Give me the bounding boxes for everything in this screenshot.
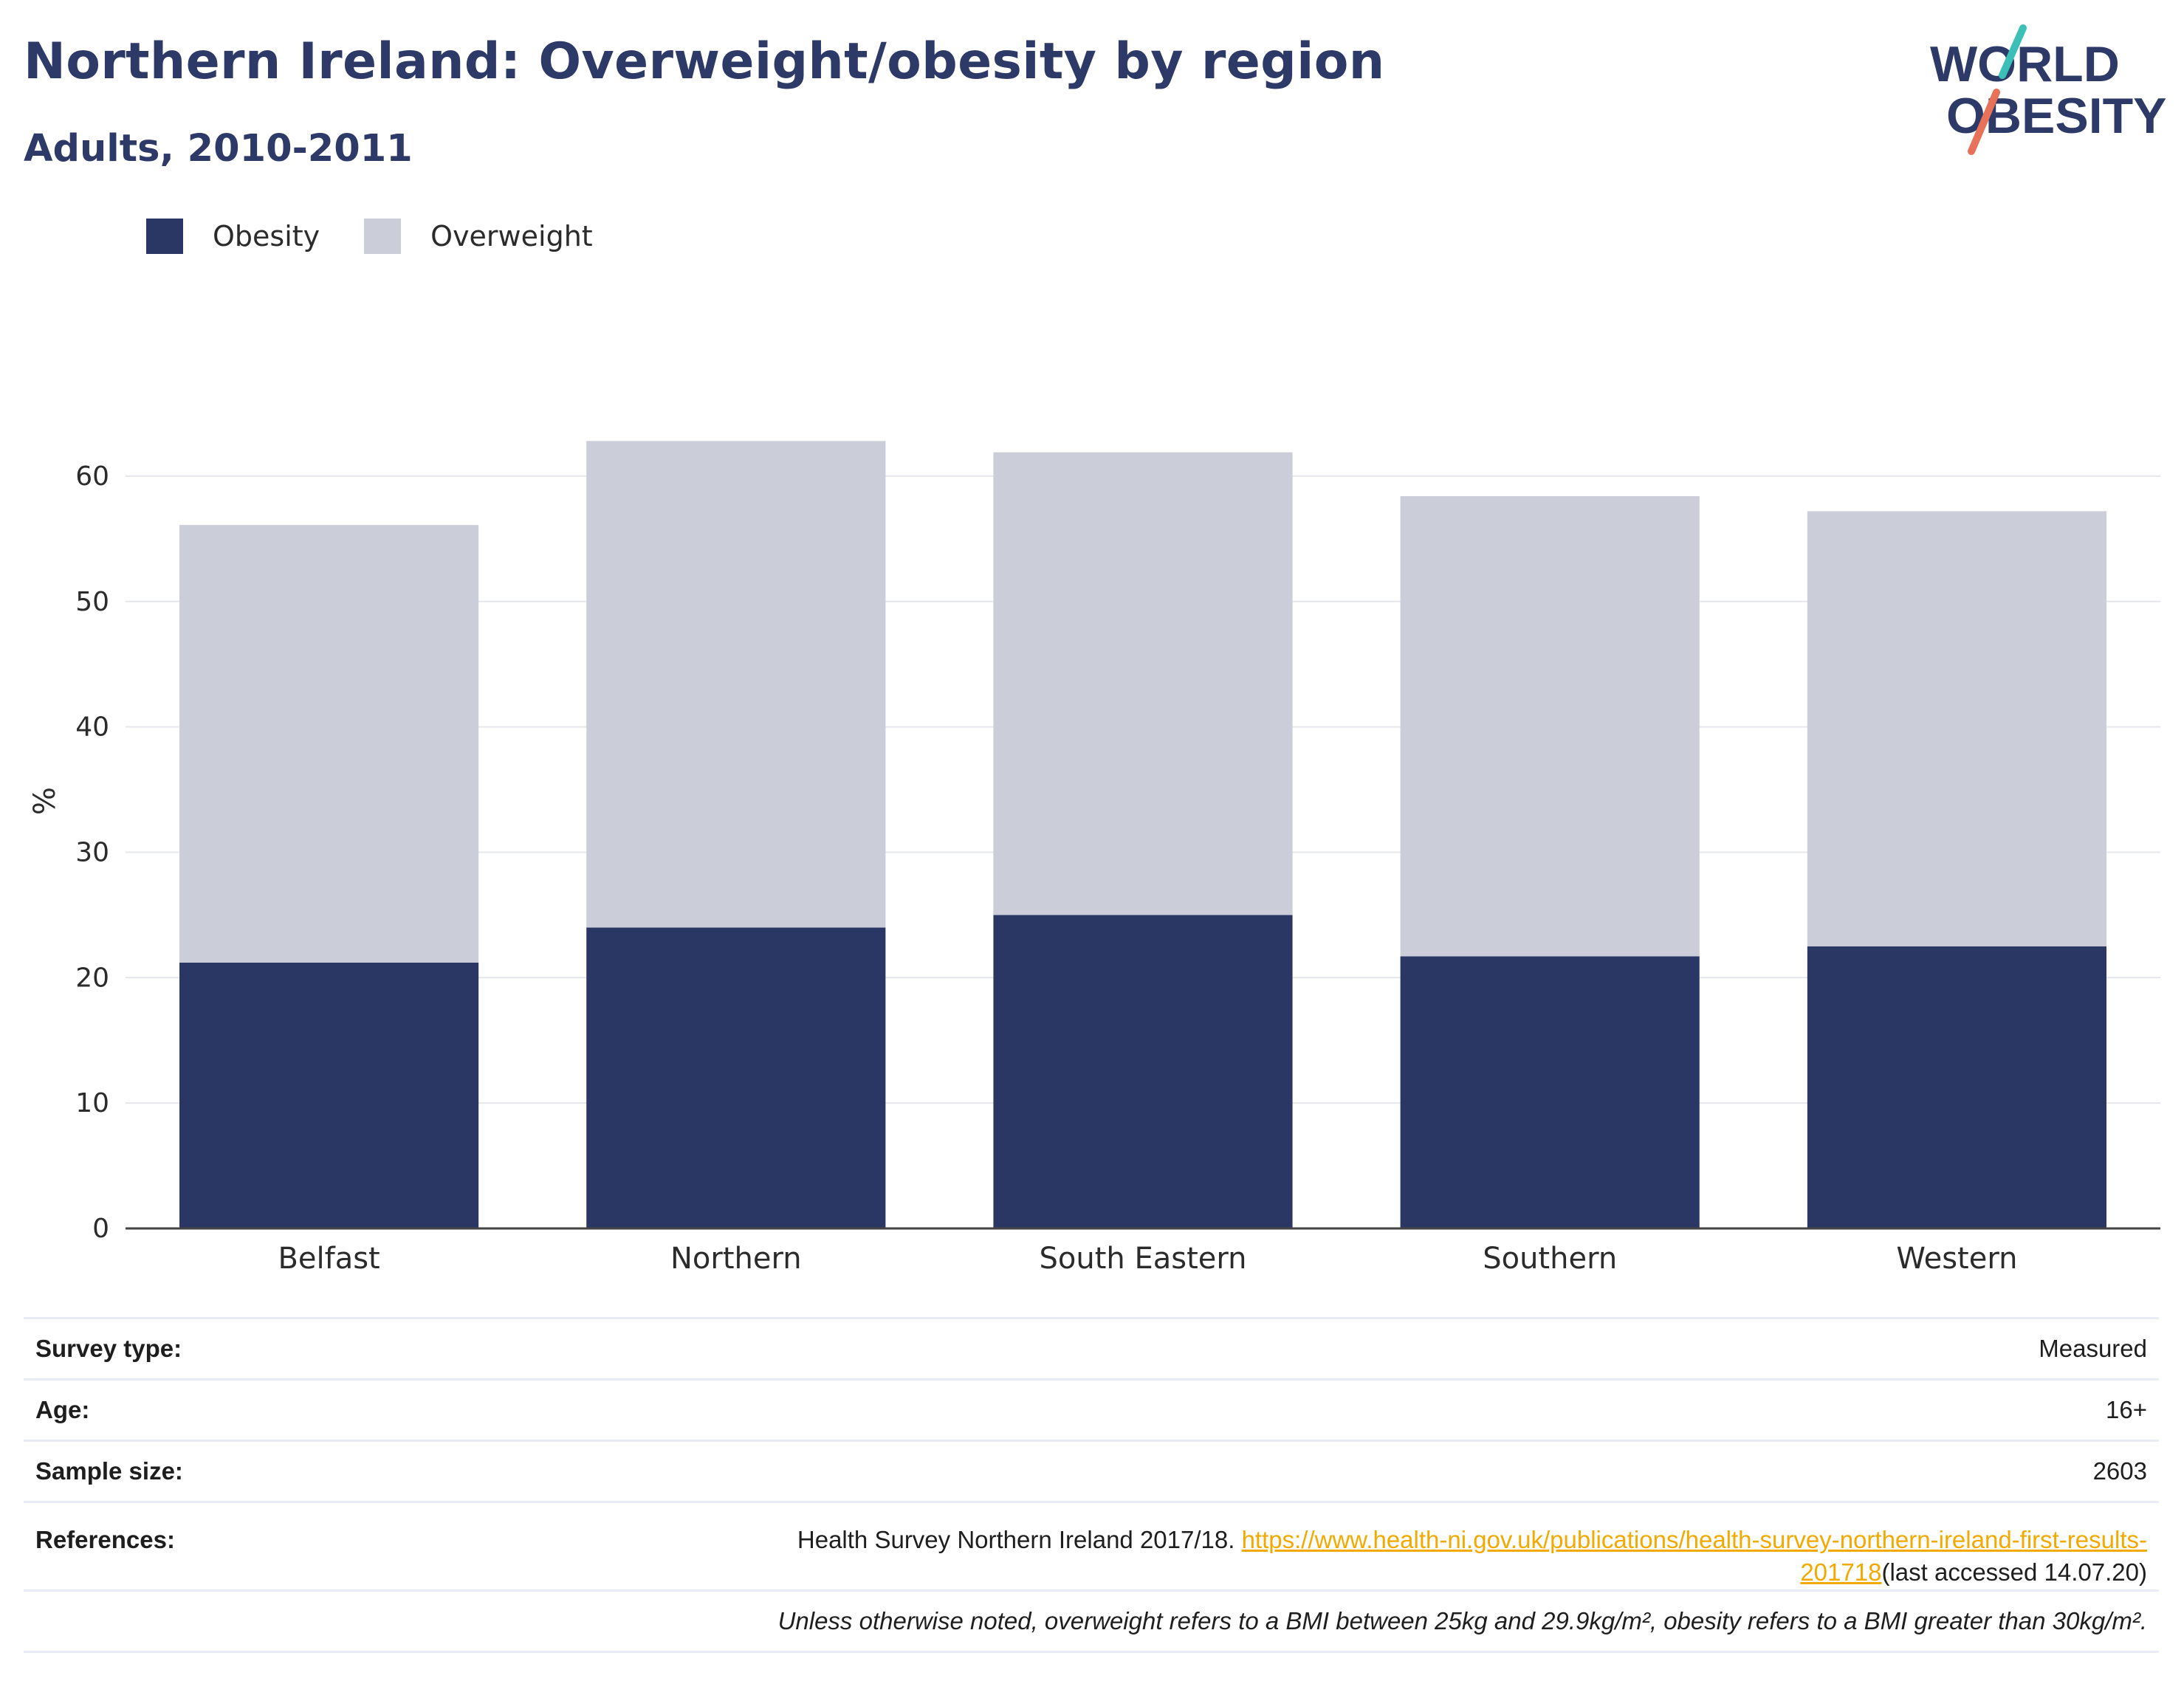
age-label: Age: xyxy=(35,1396,90,1423)
y-axis: 0 10 20 30 40 50 60 xyxy=(75,461,109,1244)
legend-swatch-overweight xyxy=(364,219,402,254)
info-row-sample-size: Sample size: 2603 xyxy=(24,1440,2159,1501)
survey-type-value: Measured xyxy=(2039,1335,2147,1362)
bar-overweight-south-eastern[interactable] xyxy=(993,452,1293,915)
logo-line1: WORLD xyxy=(1930,36,2120,92)
y-tick-label: 30 xyxy=(75,837,109,867)
bar-overweight-western[interactable] xyxy=(1807,511,2106,946)
references-value: Health Survey Northern Ireland 2017/18. … xyxy=(685,1524,2147,1589)
x-tick-label: Western xyxy=(1896,1242,2017,1276)
legend-item-overweight[interactable]: Overweight xyxy=(364,219,593,254)
definition-note: Unless otherwise noted, overweight refer… xyxy=(777,1607,2147,1634)
sample-size-label: Sample size: xyxy=(35,1457,183,1485)
x-tick-label: Belfast xyxy=(278,1242,380,1276)
bar-obesity-belfast[interactable] xyxy=(179,962,479,1228)
references-text: Health Survey Northern Ireland 2017/18. xyxy=(797,1526,1242,1553)
survey-type-label: Survey type: xyxy=(35,1335,182,1362)
y-tick-label: 50 xyxy=(75,587,109,617)
bar-obesity-southern[interactable] xyxy=(1400,956,1700,1228)
references-link[interactable]: https://www.health-ni.gov.uk/publication… xyxy=(1241,1526,2147,1586)
y-tick-label: 60 xyxy=(75,461,109,492)
references-label: References: xyxy=(35,1526,175,1553)
y-tick-label: 20 xyxy=(75,963,109,993)
chart-title: Northern Ireland: Overweight/obesity by … xyxy=(24,32,1385,91)
legend-label-overweight: Overweight xyxy=(430,220,593,252)
y-tick-label: 10 xyxy=(75,1088,109,1118)
bar-obesity-south-eastern[interactable] xyxy=(993,915,1293,1228)
age-value: 16+ xyxy=(2106,1396,2147,1423)
sample-size-value: 2603 xyxy=(2092,1457,2147,1485)
bar-overweight-belfast[interactable] xyxy=(179,525,479,963)
legend-item-obesity[interactable]: Obesity xyxy=(146,219,320,254)
info-row-references: References: Health Survey Northern Irela… xyxy=(24,1501,2159,1589)
stacked-bar-chart: 0 10 20 30 40 50 60 Belfast Northern South Easte… xyxy=(28,441,2160,1276)
logo-slash-coral xyxy=(1968,89,2000,155)
logo-slash-teal xyxy=(1999,24,2027,79)
bar-overweight-southern[interactable] xyxy=(1400,496,1700,957)
x-tick-label: South Eastern xyxy=(1040,1242,1247,1276)
y-tick-label: 40 xyxy=(75,712,109,743)
chart-subtitle: Adults, 2010-2011 xyxy=(24,127,413,171)
chart-legend: Obesity Overweight xyxy=(146,219,637,254)
y-axis-label: % xyxy=(28,787,62,815)
world-obesity-logo: WORLD OBESITY xyxy=(1930,24,2167,155)
legend-label-obesity: Obesity xyxy=(213,220,320,252)
x-tick-label: Northern xyxy=(670,1242,802,1276)
bar-obesity-northern[interactable] xyxy=(586,927,886,1228)
info-row-survey-type: Survey type: Measured xyxy=(24,1317,2159,1378)
x-axis: Belfast Northern South Eastern Southern West… xyxy=(126,1227,2160,1276)
bars xyxy=(179,441,2106,1228)
references-suffix: (last accessed 14.07.20) xyxy=(1881,1558,2147,1586)
survey-info-table: Survey type: Measured Age: 16+ Sample si… xyxy=(24,1317,2159,1653)
legend-swatch-obesity xyxy=(146,219,183,254)
info-row-age: Age: 16+ xyxy=(24,1378,2159,1440)
info-row-definition-note: Unless otherwise noted, overweight refer… xyxy=(24,1589,2159,1653)
y-tick-label: 0 xyxy=(92,1214,109,1244)
bar-obesity-western[interactable] xyxy=(1807,946,2106,1228)
x-tick-label: Southern xyxy=(1483,1242,1617,1276)
bar-overweight-northern[interactable] xyxy=(586,441,886,928)
